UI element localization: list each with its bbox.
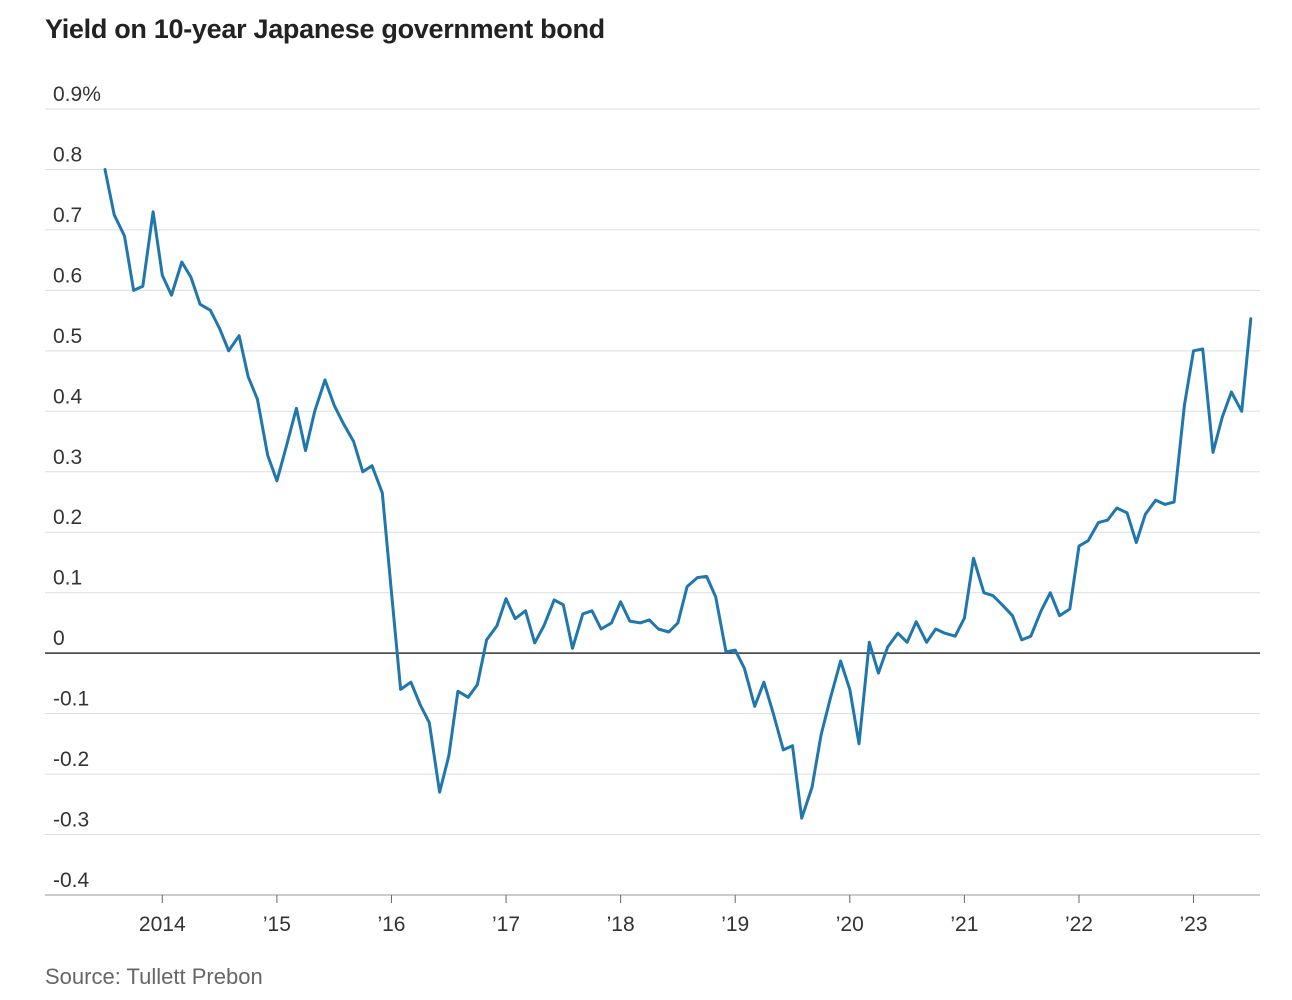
y-axis-ticks: 0.9% 0.8 0.7 0.6 0.5 0.4 0.3 0.2 0.1 0 -0.1 -0.2 -0.… [53,83,101,892]
series-line-0 [103,168,1253,820]
y-tick-label: 0.2 [53,506,82,529]
y-tick-label: -0.2 [53,748,89,771]
y-tick-label: -0.3 [53,809,89,832]
x-tick-label: ’18 [607,913,635,936]
y-tick-label: 0.9% [53,83,101,106]
x-tick-label: ’19 [721,913,749,936]
x-tick-label: ’22 [1065,913,1093,936]
source-note: Source: Tullett Prebon [45,964,263,989]
x-tick-label: ’15 [263,913,291,936]
x-tick-label: 2014 [139,913,186,936]
y-tick-label: 0.3 [53,446,82,469]
y-tick-label: 0.6 [53,264,82,287]
y-tick-label: 0.1 [53,567,82,590]
line-chart: 0.9% 0.8 0.7 0.6 0.5 0.4 0.3 0.2 0.1 0 -0.1 -0.2 -0.… [45,83,1260,936]
y-tick-label: 0.7 [53,204,82,227]
y-tick-label: 0.8 [53,143,82,166]
chart-title: Yield on 10-year Japanese government bon… [45,14,605,44]
x-tick-label: ’17 [492,913,520,936]
y-tick-label: -0.1 [53,688,89,711]
y-tick-label: 0 [53,627,65,650]
y-tick-label: 0.4 [53,385,83,408]
x-tick-label: ’21 [950,913,978,936]
x-tick-label: ’23 [1180,913,1208,936]
grid-lines [45,108,1260,896]
x-tick-label: ’16 [377,913,405,936]
x-axis-ticks: 2014 ’15 ’16 ’17 ’18 ’19 ’20 ’21 ’22 ’23 [139,895,1208,936]
x-tick-label: ’20 [836,913,864,936]
y-tick-label: -0.4 [53,869,90,892]
y-tick-label: 0.5 [53,325,82,348]
series-group [103,168,1253,820]
